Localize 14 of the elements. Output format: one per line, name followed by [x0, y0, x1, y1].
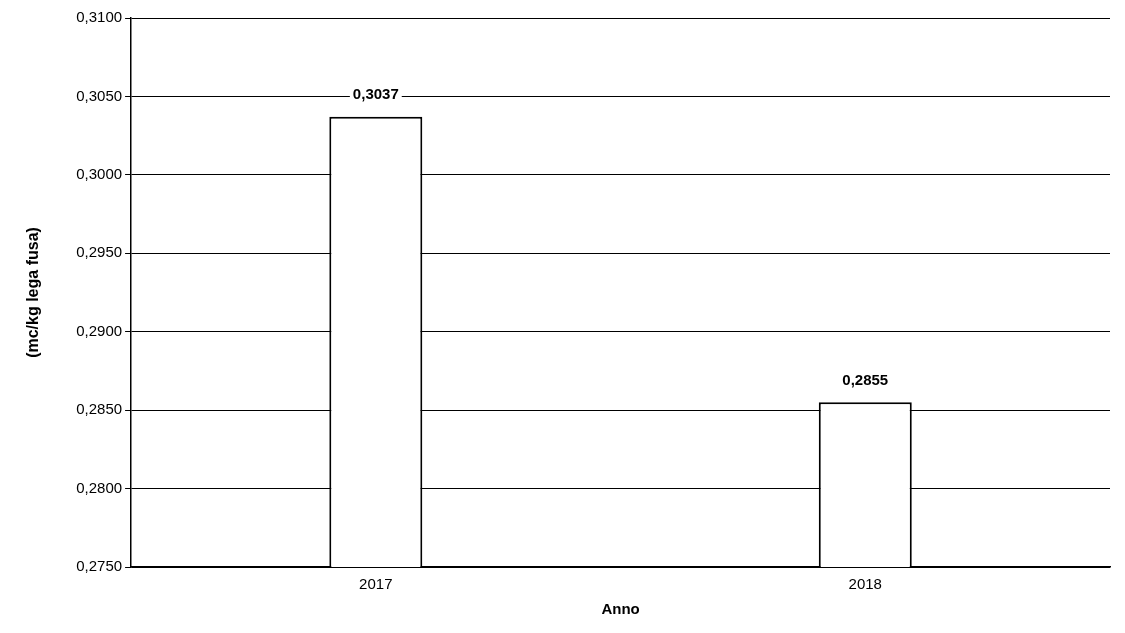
y-tick-label: 0,2750: [76, 557, 123, 575]
data-label: 0,2855: [842, 370, 889, 388]
y-tick-label: 0,2900: [76, 321, 123, 339]
y-tick-label: 0,3000: [76, 165, 123, 182]
y-axis-title: (mc/kg lega fusa): [24, 227, 42, 358]
x-axis-title: Anno: [601, 600, 640, 618]
data-label: 0,3037: [352, 85, 399, 103]
y-tick-label: 0,2850: [76, 400, 123, 418]
y-tick-label: 0,2800: [76, 478, 123, 496]
y-tick-label: 0,3100: [76, 8, 123, 26]
x-tick-label: 2017: [359, 575, 393, 593]
y-tick-label: 0,2950: [76, 243, 123, 261]
y-tick-label: 0,3050: [76, 86, 123, 104]
x-tick-label: 2018: [848, 575, 882, 593]
